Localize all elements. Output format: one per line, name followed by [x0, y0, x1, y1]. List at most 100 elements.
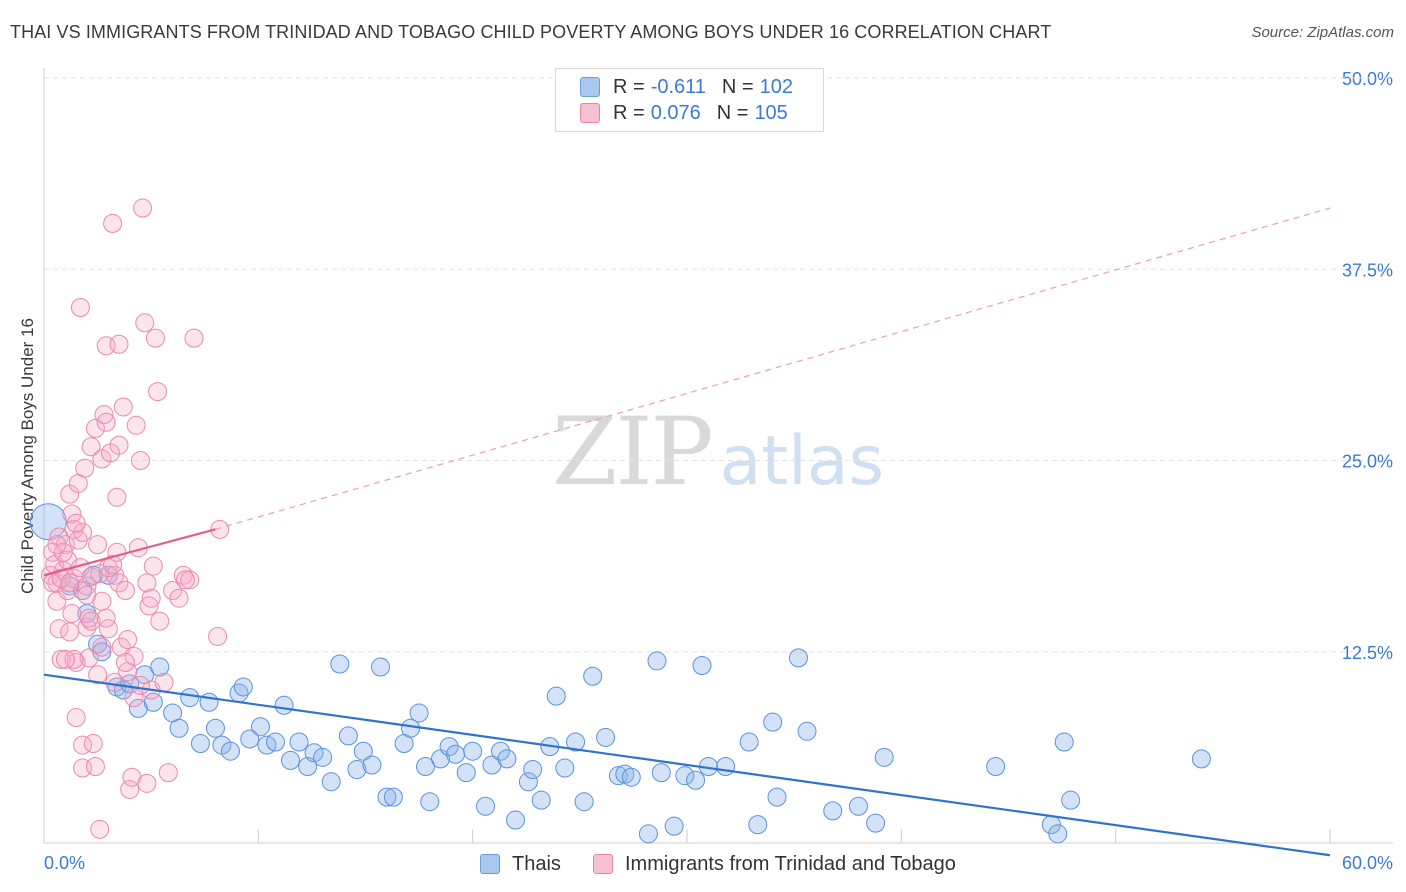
point-thais: [767, 787, 787, 807]
legend-row-trinidad: R = 0.076 N = 105: [580, 101, 788, 125]
point-trinidad: [66, 708, 86, 728]
point-thais: [986, 757, 1006, 776]
point-thais: [848, 796, 868, 816]
point-thais: [180, 688, 200, 708]
point-trinidad: [49, 527, 69, 547]
bottom-legend-thais: Thais: [480, 852, 561, 876]
point-trinidad: [62, 604, 82, 623]
point-thais: [647, 651, 667, 671]
point-thais: [675, 766, 695, 786]
correlation-legend: R = -0.611 N = 102 R = 0.076 N = 105: [555, 68, 824, 132]
point-thais: [143, 692, 163, 712]
point-thais: [716, 757, 736, 776]
point-trinidad: [184, 328, 204, 348]
trendline-trinidad-extension: [215, 207, 1331, 530]
legend-r-value: -0.611: [650, 75, 706, 98]
legend-n-value: 105: [754, 101, 788, 124]
point-trinidad: [90, 564, 110, 584]
point-trinidad: [51, 568, 71, 588]
point-thais: [330, 654, 350, 674]
point-thais: [692, 656, 712, 676]
point-thais: [353, 741, 373, 761]
point-trinidad: [103, 555, 123, 575]
point-trinidad: [62, 504, 82, 524]
point-thais: [763, 712, 783, 732]
point-trinidad: [120, 779, 140, 799]
point-trinidad: [130, 675, 150, 695]
bottom-legend-swatch-trinidad: [593, 854, 613, 874]
point-thais: [596, 727, 616, 747]
trendline-thais: [43, 673, 1331, 857]
point-thais: [546, 686, 566, 706]
point-thais: [321, 772, 341, 792]
point-trinidad: [49, 619, 69, 639]
point-trinidad: [141, 588, 161, 608]
legend-r-label: R =: [613, 101, 645, 124]
point-thais: [190, 734, 210, 754]
legend-n-label: N =: [716, 101, 749, 124]
point-trinidad: [107, 487, 127, 507]
point-trinidad: [70, 298, 90, 317]
point-trinidad: [137, 773, 157, 793]
point-thais: [583, 666, 603, 686]
point-trinidad: [75, 458, 95, 478]
watermark-atlas: atlas: [719, 422, 885, 501]
point-trinidad: [145, 328, 165, 348]
point-trinidad: [169, 588, 189, 608]
point-thais: [416, 757, 436, 776]
point-trinidad: [47, 535, 67, 555]
point-trinidad: [88, 535, 108, 555]
point-thais: [420, 792, 440, 812]
point-thais: [664, 816, 684, 836]
point-trinidad: [210, 519, 230, 539]
source-label: Source: ZipAtlas.com: [1251, 24, 1394, 41]
point-trinidad: [90, 819, 110, 839]
point-trinidad: [154, 672, 174, 692]
point-thais: [531, 790, 551, 810]
point-trinidad: [81, 611, 101, 631]
point-thais: [274, 695, 294, 715]
point-trinidad: [158, 763, 178, 783]
point-trinidad: [103, 213, 123, 233]
point-thais: [788, 648, 808, 668]
point-trinidad: [79, 648, 99, 668]
point-trinidad: [58, 581, 78, 601]
legend-n-label: N =: [721, 75, 754, 98]
point-trinidad: [180, 570, 200, 590]
bottom-legend-label-thais: Thais: [512, 852, 561, 875]
point-trinidad: [150, 611, 170, 631]
point-thais: [383, 787, 403, 807]
point-thais: [491, 741, 511, 761]
point-trinidad: [113, 397, 133, 417]
point-trinidad: [139, 596, 159, 616]
point-trinidad: [111, 637, 131, 657]
point-thais: [523, 760, 543, 780]
point-trinidad: [124, 688, 144, 708]
point-thais: [250, 717, 270, 737]
bottom-legend-trinidad: Immigrants from Trinidad and Tobago: [593, 852, 956, 876]
point-trinidad: [143, 556, 163, 576]
point-trinidad: [73, 522, 93, 542]
legend-row-thais: R = -0.611 N = 102: [580, 75, 793, 99]
point-trinidad: [77, 585, 97, 605]
point-trinidad: [40, 565, 60, 585]
point-thais: [621, 767, 641, 787]
point-trinidad: [66, 652, 86, 672]
legend-r-value: 0.076: [650, 101, 701, 124]
watermark: ZIP atlas: [552, 398, 884, 507]
point-thais: [338, 726, 358, 746]
point-trinidad: [92, 637, 112, 657]
point-thais: [371, 657, 391, 677]
point-thais: [555, 758, 575, 778]
point-trinidad: [175, 570, 195, 590]
point-thais: [446, 744, 466, 764]
point-thais: [347, 760, 367, 780]
point-trinidad: [94, 405, 114, 425]
y-tick-label: 12.5%: [1342, 643, 1393, 663]
point-trinidad: [55, 649, 75, 669]
point-thais: [1054, 732, 1074, 752]
point-trinidad: [96, 412, 116, 432]
y-tick-label: 50.0%: [1342, 69, 1393, 89]
point-trinidad: [148, 382, 168, 402]
